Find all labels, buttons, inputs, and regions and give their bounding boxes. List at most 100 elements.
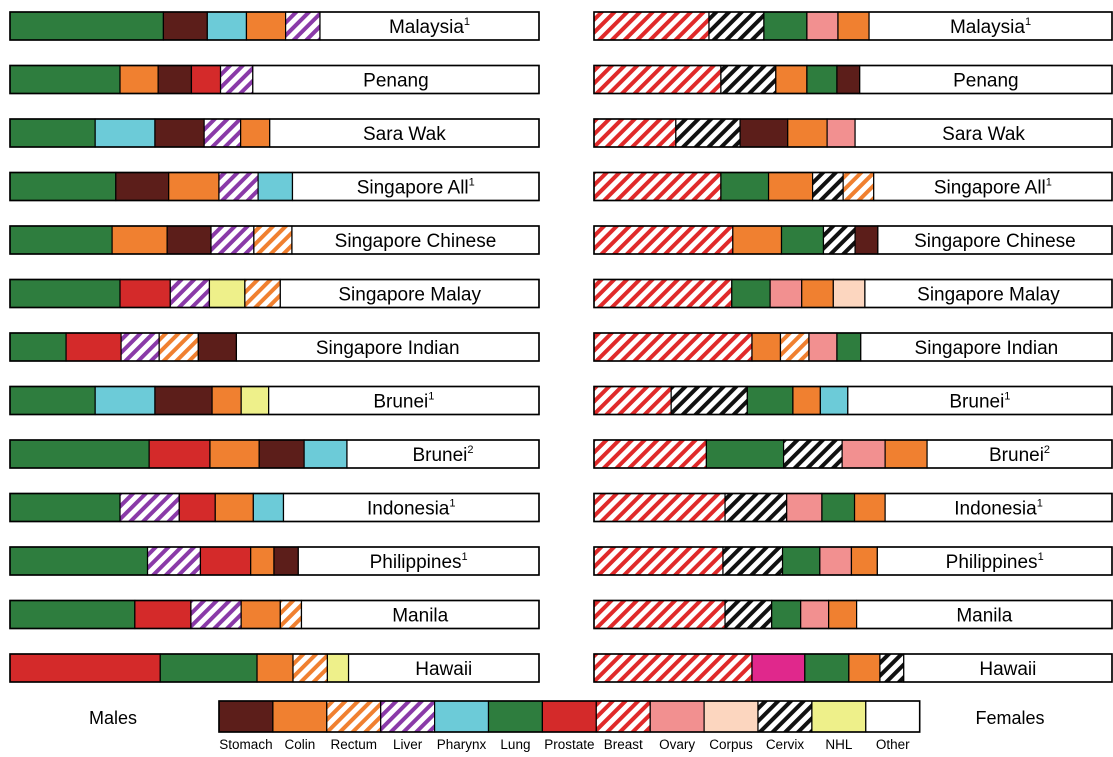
legend-swatch [703,700,759,733]
bar-segment-cervix [670,385,748,416]
bar-segment-nhl [208,278,246,309]
bar-segment-stomach [273,546,299,576]
legend-item-prostate: Prostate [541,700,597,752]
legend-swatch [272,700,328,733]
bar-segment-ovary [841,439,886,469]
bar-segment-stomach [154,385,213,416]
bar-segment-colin [240,118,271,148]
bar-segment-breast [593,171,722,202]
bar-segment-liver [210,225,255,255]
bar-segment-lung [804,653,850,683]
bar-segment-breast [593,492,726,523]
bar-segment-colin [168,171,220,202]
bar-segment-lung [821,492,856,523]
bar-segment-prostate [178,492,216,523]
bar-frame [9,599,540,630]
bar-row-females: Singapore Indian [593,332,1113,362]
bar-row-males: Hawaii [9,653,540,683]
bar-segment-lung [9,332,67,362]
bar-segment-lung [806,64,838,95]
bar-segment-other [347,653,540,683]
bar-segment-colin [884,439,928,469]
legend-item-other: Other [865,700,921,752]
bar-segment-cervix [822,225,856,255]
row-label: Philippines1 [946,551,1044,573]
bar-frame [593,439,1113,469]
bar-segment-liver [219,64,254,95]
legend-label: Prostate [544,737,594,752]
bar-segment-stomach [115,171,170,202]
row-label: Singapore All1 [934,177,1052,199]
legend-swatch [595,700,651,733]
bar-segment-colin [240,599,281,630]
row-label: Manila [392,606,448,627]
bar-row-females: Singapore All1 [593,171,1113,202]
row-label: Singapore Indian [316,338,460,359]
bar-segment-cervix [724,492,788,523]
bar-segment-breast [593,332,753,362]
bar-segment-colin [792,385,821,416]
bar-segment-liver [146,546,202,576]
legend-label: Breast [604,737,643,752]
legend-label: Lung [500,737,530,752]
legend-swatch [757,700,813,733]
bar-frame [593,599,1113,630]
legend-item-nhl: NHL [811,700,867,752]
bar-row-males: Indonesia1 [9,492,540,523]
bar-segment-prostate [148,439,211,469]
bar-segment-lung [9,118,96,148]
row-label-superscript: 1 [464,16,470,28]
bar-segment-other [300,599,540,630]
bar-segment-stomach [258,439,305,469]
bar-row-males: Singapore Malay [9,278,540,309]
bar-segment-other [291,225,540,255]
legend-swatch [487,700,544,733]
row-label: Manila [956,606,1012,627]
bar-frame [9,653,540,683]
row-label: Philippines1 [370,551,468,573]
bar-segment-other [868,11,1113,41]
bar-row-females: Penang [593,64,1113,95]
bar-segment-colin [801,278,834,309]
females-panel-label: Females [975,708,1044,728]
row-label-superscript: 1 [469,177,475,189]
legend-item-lung: Lung [487,700,544,752]
bar-segment-stomach [154,118,205,148]
bar-segment-pharynx [303,439,348,469]
legend-item-ovary: Ovary [649,700,705,752]
bar-segment-colin [211,385,242,416]
row-label: Penang [363,71,429,92]
bar-segment-pharynx [206,11,248,41]
bar-segment-lung [9,171,117,202]
bar-segment-stomach [739,118,789,148]
bar-segment-colin [111,225,168,255]
bar-segment-ovary [808,332,838,362]
bar-segment-pharynx [257,171,294,202]
bar-segment-other-magenta [751,653,806,683]
bar-segment-colin [214,492,254,523]
bar-segment-liver [285,11,321,41]
bar-segment-prostate [134,599,192,630]
bar-segment-lung [9,64,121,95]
bar-segment-breast [593,225,734,255]
bar-segment-pharynx [819,385,849,416]
bar-segment-lung [9,546,149,576]
bar-segment-rectum [842,171,875,202]
bar-segment-ovary [826,118,856,148]
bar-frame [593,171,1113,202]
row-label: Brunei2 [989,444,1050,466]
bar-segment-liver [190,599,242,630]
row-label: Singapore Malay [917,285,1060,306]
bar-segment-ovary [769,278,803,309]
bar-segment-prostate [119,278,171,309]
row-label-superscript: 1 [462,551,468,563]
bar-segment-liver [119,492,180,523]
bar-segment-breast [593,546,724,576]
legend-item-liver: Liver [380,700,436,752]
bar-frame [9,118,540,148]
bar-segment-prostate [65,332,122,362]
bar-row-females: Hawaii [593,653,1113,683]
legend-label: Stomach [219,737,272,752]
bar-frame [9,546,540,576]
